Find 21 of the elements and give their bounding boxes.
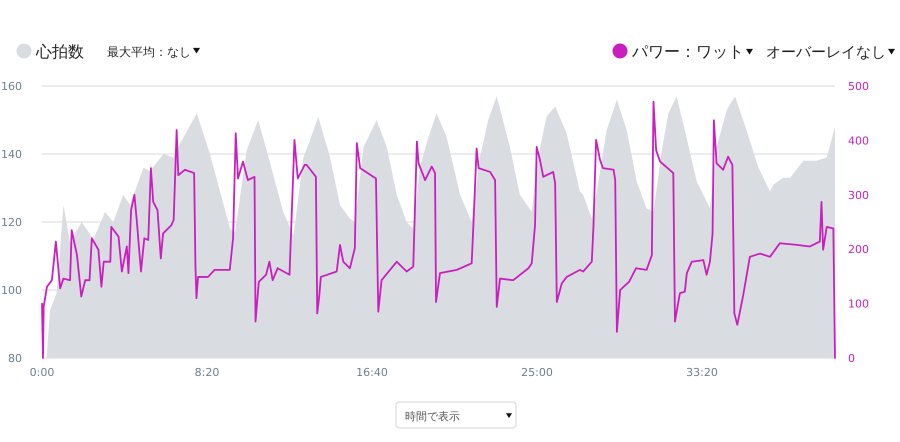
text: 時間で表示	[405, 410, 460, 423]
y2-tick-label: 200	[848, 243, 869, 256]
y2-tick-label: 0	[848, 352, 855, 365]
y-tick-label: 140	[1, 148, 22, 161]
x-tick-label: 25:00	[521, 366, 553, 379]
legend-label: 心拍数	[35, 42, 84, 61]
y-tick-label: 100	[1, 284, 22, 297]
y2-tick-label: 100	[848, 298, 869, 311]
y2-tick-label: 500	[848, 80, 869, 93]
legend-label: パワー：ワット	[631, 42, 744, 61]
y2-tick-label: 400	[848, 134, 869, 148]
y-tick-label: 160	[1, 80, 22, 93]
x-tick-label: 33:20	[686, 366, 718, 379]
y-tick-label: 80	[8, 352, 22, 365]
text: オーバーレイなし	[766, 43, 886, 61]
x-tick-label: 16:40	[356, 366, 388, 379]
text: 最大平均：なし	[107, 45, 191, 59]
x-tick-label: 8:20	[194, 366, 220, 379]
x-tick-label: 0:00	[30, 366, 54, 379]
y2-tick-label: 300	[848, 188, 869, 202]
y-tick-label: 120	[1, 216, 22, 229]
